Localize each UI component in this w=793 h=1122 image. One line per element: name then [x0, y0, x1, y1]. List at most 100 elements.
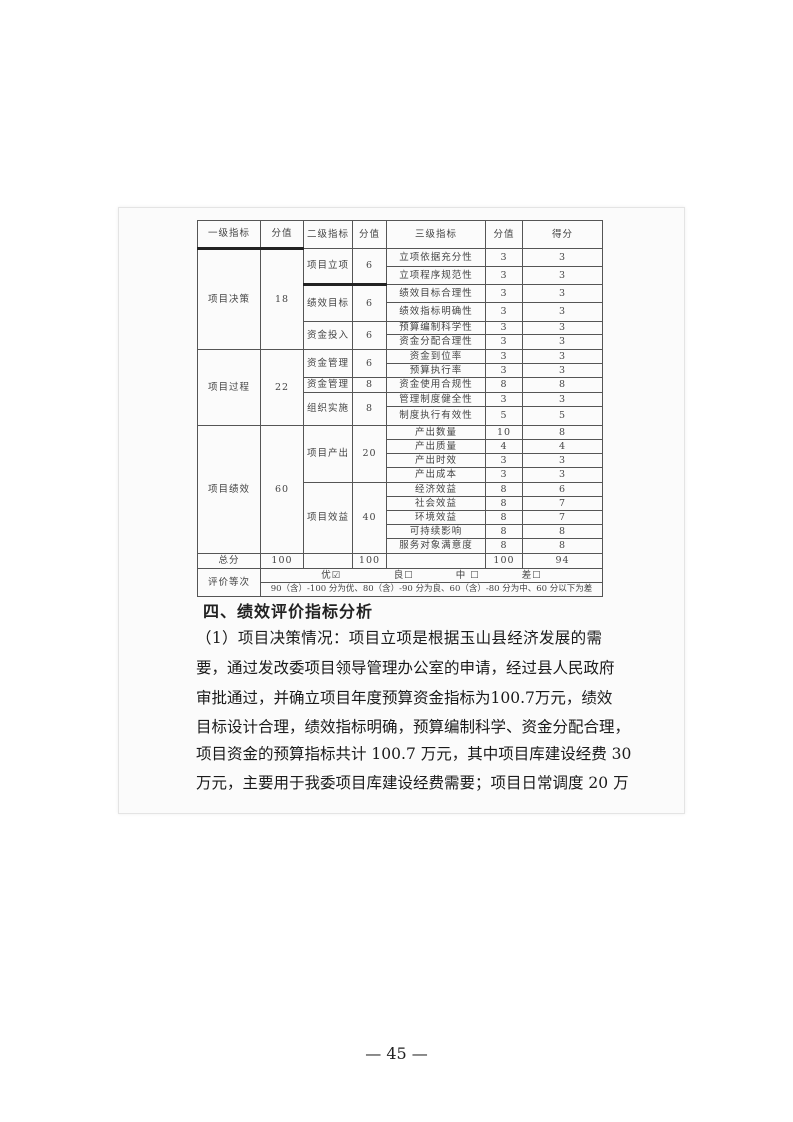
- level3-indicator: 可持续影响: [386, 524, 486, 539]
- obtained-score: 3: [522, 334, 603, 350]
- table-header-row: 一级指标 分值 二级指标 分值 三级指标 分值 得分: [197, 220, 603, 249]
- level3-indicator: 产出数量: [386, 425, 486, 440]
- column-header: 二级指标: [303, 220, 353, 249]
- obtained-score: 3: [522, 392, 603, 407]
- table-row: 资金管理 8 资金使用合规性 8 8: [198, 377, 603, 393]
- obtained-score: 7: [522, 510, 603, 525]
- table-row: 产出时效 3 3: [198, 453, 603, 468]
- level3-indicator: 资金到位率: [386, 349, 486, 364]
- level3-indicator: 制度执行有效性: [386, 406, 486, 426]
- total-l1-score: 100: [260, 553, 304, 569]
- level3-score: 3: [485, 248, 523, 267]
- level2-score: 20: [352, 425, 387, 483]
- obtained-score: 3: [522, 467, 603, 483]
- level3-score: 3: [485, 349, 523, 364]
- level1-indicator: 项目决策: [197, 247, 261, 350]
- column-header: 分值: [485, 220, 523, 249]
- total-score: 94: [522, 553, 603, 569]
- level3-indicator: 资金使用合规性: [386, 377, 486, 393]
- level2-score: 6: [352, 283, 387, 322]
- table-row: 产出成本 3 3: [198, 467, 603, 483]
- level1-score: 18: [260, 247, 304, 350]
- table-row: 项目过程 22 资金管理 6 资金到位率 3 3: [197, 349, 603, 426]
- level3-score: 8: [485, 377, 523, 393]
- obtained-score: 3: [522, 266, 603, 285]
- paragraph-line: 要，通过发改委项目领导管理办公室的申请，经过县人民政府: [196, 659, 615, 677]
- grade-note-row: 90（含）-100 分为优、80（含）-90 分为良、60（含）-80 分为中、…: [198, 582, 603, 597]
- level2-indicator: 组织实施: [303, 392, 353, 426]
- obtained-score: 4: [522, 439, 603, 454]
- level3-indicator: 经济效益: [386, 482, 486, 497]
- level3-indicator: 资金分配合理性: [386, 334, 486, 350]
- level2-indicator: 项目产出: [303, 425, 353, 483]
- obtained-score: 7: [522, 496, 603, 511]
- obtained-score: 8: [522, 377, 603, 393]
- page-number: — 45 —: [365, 1044, 428, 1063]
- total-label: 总分: [197, 553, 261, 569]
- level3-indicator: 预算执行率: [386, 363, 486, 378]
- paragraph-line: 目标设计合理，绩效指标明确，预算编制科学、资金分配合理，: [196, 718, 631, 736]
- grade-row: 评价等次 优☑ 良☐ 中 ☐ 差☐: [197, 568, 603, 597]
- grade-label: 评价等次: [197, 568, 261, 597]
- obtained-score: 8: [522, 425, 603, 440]
- level2-indicator: 绩效目标: [303, 283, 353, 322]
- level3-score: 8: [485, 524, 523, 539]
- level3-score: 5: [485, 406, 523, 426]
- level3-indicator: 环境效益: [386, 510, 486, 525]
- table-row: 资金分配合理性 3 3: [198, 334, 603, 350]
- level3-indicator: 产出质量: [386, 439, 486, 454]
- level1-score: 60: [260, 425, 304, 554]
- level3-score: 3: [485, 284, 523, 303]
- column-header: 分值: [352, 220, 387, 249]
- column-header: 三级指标: [386, 220, 486, 249]
- section-heading: 四、绩效评价指标分析: [203, 602, 374, 621]
- table-row: 预算执行率 3 3: [198, 363, 603, 378]
- level2-score: 6: [352, 321, 387, 350]
- table-row: 项目绩效 60 项目产出 20 产出数量 10 8: [197, 425, 603, 554]
- level3-indicator: 立项程序规范性: [386, 266, 486, 285]
- level2-score: 40: [352, 482, 387, 554]
- column-header: 分值: [260, 220, 304, 249]
- total-l3-score: 100: [485, 553, 523, 569]
- obtained-score: 8: [522, 524, 603, 539]
- level3-indicator: 产出成本: [386, 467, 486, 483]
- level3-score: 3: [485, 453, 523, 468]
- obtained-score: 5: [522, 406, 603, 426]
- paragraph-line: （1）项目决策情况：项目立项是根据玉山县经济发展的需: [196, 629, 602, 647]
- obtained-score: 3: [522, 284, 603, 303]
- level3-score: 3: [485, 321, 523, 335]
- paragraph-line: 项目资金的预算指标共计 100.7 万元，其中项目库建设经费 30: [196, 745, 632, 763]
- grade-options: 优☑ 良☐ 中 ☐ 差☐: [260, 568, 603, 583]
- level1-score: 22: [260, 349, 304, 426]
- table-row: 资金投入 6 预算编制科学性 3 3: [198, 321, 603, 350]
- empty-cell: [303, 553, 353, 569]
- column-header: 一级指标: [197, 220, 261, 249]
- paragraph-line: 审批通过，并确立项目年度预算资金指标为100.7万元，绩效: [196, 689, 613, 707]
- empty-cell: [386, 553, 486, 569]
- obtained-score: 3: [522, 363, 603, 378]
- level1-indicator: 项目绩效: [197, 425, 261, 554]
- performance-evaluation-table: 一级指标 分值 二级指标 分值 三级指标 分值 得分 项目决策 18 项目立项 6 立项依据充分性 3 3…: [197, 220, 603, 597]
- table-row: 服务对象满意度 8 8: [198, 538, 603, 554]
- level2-score: 6: [352, 349, 387, 378]
- level3-score: 8: [485, 538, 523, 554]
- level3-score: 3: [485, 467, 523, 483]
- table-row: 项目决策 18 项目立项 6 立项依据充分性 3 3: [197, 247, 603, 350]
- level3-indicator: 服务对象满意度: [386, 538, 486, 554]
- grade-criteria-note: 90（含）-100 分为优、80（含）-90 分为良、60（含）-80 分为中、…: [260, 582, 603, 597]
- level2-score: 6: [352, 248, 387, 285]
- obtained-score: 3: [522, 453, 603, 468]
- total-row: 总分 100 100 100 94: [197, 553, 603, 569]
- level3-indicator: 绩效指标明确性: [386, 302, 486, 322]
- level3-indicator: 管理制度健全性: [386, 392, 486, 407]
- level3-score: 3: [485, 392, 523, 407]
- level3-score: 10: [485, 425, 523, 440]
- level2-indicator: 资金投入: [303, 321, 353, 350]
- level2-indicator: 项目效益: [303, 482, 353, 554]
- level3-score: 3: [485, 266, 523, 285]
- level3-indicator: 立项依据充分性: [386, 248, 486, 267]
- level3-score: 8: [485, 496, 523, 511]
- level3-score: 8: [485, 482, 523, 497]
- obtained-score: 8: [522, 538, 603, 554]
- level3-indicator: 绩效目标合理性: [386, 284, 486, 303]
